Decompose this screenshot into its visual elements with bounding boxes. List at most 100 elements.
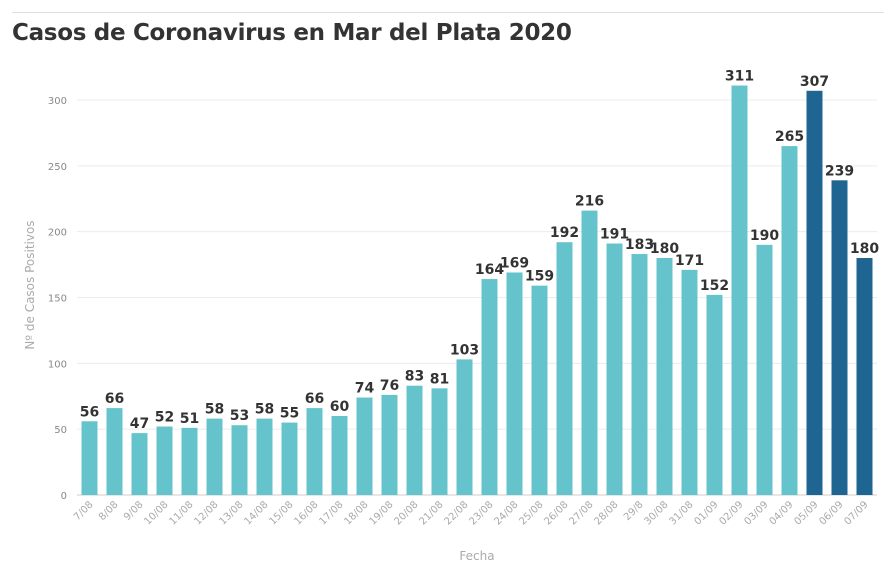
x-tick-label: 25/08 [517, 499, 545, 527]
data-label: 58 [255, 402, 274, 418]
x-tick-label: 18/08 [342, 499, 370, 527]
data-label: 180 [850, 241, 879, 257]
bar-24/08 [506, 272, 523, 495]
data-label: 103 [450, 342, 479, 358]
data-label: 192 [550, 225, 579, 241]
y-axis-ticks: 0 50 100 150 200 250 300 [48, 96, 67, 502]
x-tick-label: 20/08 [392, 499, 420, 527]
bar-9/08 [131, 433, 148, 495]
x-tick-label: 27/08 [567, 499, 595, 527]
data-label: 52 [155, 410, 174, 426]
bar-10/08 [156, 426, 173, 495]
top-divider [12, 12, 884, 13]
data-label: 183 [625, 237, 654, 253]
data-label: 216 [575, 194, 604, 210]
data-label: 76 [380, 378, 399, 394]
bar-28/08 [606, 243, 623, 495]
data-label: 60 [330, 399, 350, 415]
bar-05/09 [806, 90, 823, 496]
x-tick-label: 30/08 [642, 499, 670, 527]
x-tick-label: 03/09 [742, 499, 770, 527]
bar-02/09 [731, 85, 748, 496]
x-tick-label: 11/08 [167, 499, 195, 527]
y-tick-label: 200 [48, 228, 67, 239]
data-label: 66 [305, 391, 324, 407]
x-tick-label: 21/08 [417, 499, 445, 527]
bar-11/08 [181, 427, 198, 495]
bar-16/08 [306, 408, 323, 495]
data-label: 74 [355, 381, 375, 397]
data-label: 83 [405, 369, 424, 385]
x-tick-label: 28/08 [592, 499, 620, 527]
bar-22/08 [456, 359, 473, 495]
x-tick-label: 12/08 [192, 499, 220, 527]
data-label: 239 [825, 163, 854, 179]
bar-03/09 [756, 244, 773, 495]
data-label: 311 [725, 69, 754, 85]
x-tick-label: 06/09 [817, 499, 845, 527]
y-tick-label: 0 [61, 491, 67, 502]
bar-04/09 [781, 146, 798, 496]
bar-19/08 [381, 394, 398, 495]
data-label: 164 [475, 262, 504, 278]
x-tick-label: 07/09 [842, 499, 870, 527]
data-label: 159 [525, 269, 554, 285]
bar-17/08 [331, 416, 348, 495]
x-tick-label: 7/08 [72, 499, 96, 523]
bar-21/08 [431, 388, 448, 495]
bar-12/08 [206, 418, 223, 495]
x-tick-label: 10/08 [142, 499, 170, 527]
bar-20/08 [406, 385, 423, 495]
bar-7/08 [81, 421, 98, 495]
data-label: 171 [675, 253, 704, 269]
x-tick-label: 01/09 [692, 499, 720, 527]
data-label: 51 [180, 411, 199, 427]
bar-27/08 [581, 210, 598, 495]
data-label: 47 [130, 416, 149, 432]
data-label: 265 [775, 129, 804, 145]
y-axis-title: Nº de Casos Positivos [23, 220, 37, 349]
data-label: 55 [280, 406, 299, 422]
y-tick-label: 100 [48, 359, 67, 370]
x-tick-label: 22/08 [442, 499, 470, 527]
data-label: 190 [750, 228, 779, 244]
x-tick-label: 14/08 [242, 499, 270, 527]
bar-26/08 [556, 242, 573, 495]
x-tick-label: 15/08 [267, 499, 295, 527]
data-label: 56 [80, 404, 99, 420]
bar-30/08 [656, 258, 673, 495]
bars [81, 85, 873, 496]
x-tick-label: 31/08 [667, 499, 695, 527]
x-tick-label: 17/08 [317, 499, 345, 527]
bar-18/08 [356, 397, 373, 495]
bar-25/08 [531, 285, 548, 495]
data-label: 191 [600, 227, 629, 243]
data-label: 53 [230, 408, 249, 424]
y-tick-label: 150 [48, 294, 67, 305]
bar-01/09 [706, 294, 723, 495]
x-tick-label: 24/08 [492, 499, 520, 527]
y-tick-label: 300 [48, 96, 67, 107]
bar-29/8 [631, 254, 648, 495]
data-label: 66 [105, 391, 124, 407]
bar-15/08 [281, 422, 298, 495]
bar-23/08 [481, 279, 498, 495]
data-label: 58 [205, 402, 224, 418]
data-label: 169 [500, 255, 529, 271]
data-label: 81 [430, 371, 449, 387]
bar-14/08 [256, 418, 273, 495]
data-label: 307 [800, 74, 829, 90]
x-axis-title: Fecha [459, 549, 494, 563]
x-axis-ticks: 7/08 8/08 9/0810/0811/0812/0813/0814/0815/… [72, 499, 871, 527]
bar-31/08 [681, 269, 698, 495]
x-tick-label: 8/08 [97, 499, 121, 523]
x-tick-label: 16/08 [292, 499, 320, 527]
x-tick-label: 13/08 [217, 499, 245, 527]
bar-06/09 [831, 180, 848, 496]
x-tick-label: 05/09 [792, 499, 820, 527]
x-tick-label: 26/08 [542, 499, 570, 527]
x-tick-label: 04/09 [767, 499, 795, 527]
bar-07/09 [856, 258, 873, 495]
